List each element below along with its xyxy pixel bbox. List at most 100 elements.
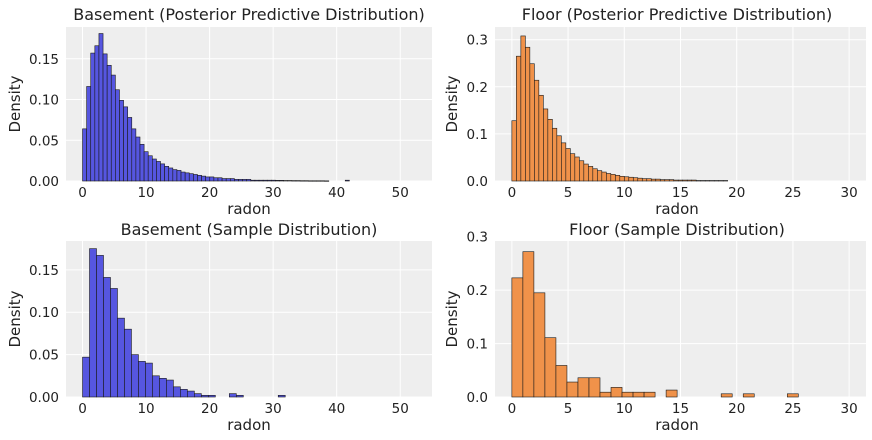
- histogram-bar: [221, 178, 227, 182]
- histogram-bar: [254, 179, 260, 182]
- x-tick-label: 50: [392, 185, 409, 201]
- histogram-bar: [229, 393, 237, 398]
- x-tick-label: 10: [616, 185, 633, 201]
- histogram-bar: [529, 63, 535, 182]
- x-tick-label: 5: [564, 401, 573, 417]
- y-tick-label: 0.05: [29, 133, 59, 149]
- histogram-bar: [193, 174, 198, 182]
- histogram-bar: [89, 248, 97, 398]
- y-axis-label: Density: [6, 290, 24, 347]
- y-tick-label: 0.2: [467, 80, 488, 96]
- x-tick-label: 15: [672, 401, 689, 417]
- histogram-bar: [511, 120, 517, 182]
- histogram-bar: [238, 179, 243, 182]
- histogram-bar: [173, 386, 181, 398]
- y-tick-label: 0.1: [467, 127, 488, 143]
- histogram-bar: [234, 179, 239, 182]
- histogram-bar: [588, 377, 601, 398]
- histogram-bar: [643, 391, 656, 398]
- histogram-bar: [180, 389, 188, 398]
- histogram-bar: [646, 178, 652, 182]
- histogram-bar: [194, 393, 202, 398]
- histogram-bar: [168, 167, 174, 182]
- histogram-bar: [201, 395, 209, 398]
- histogram-bar: [632, 177, 639, 182]
- histogram-bar: [543, 108, 549, 182]
- histogram-bar: [533, 292, 546, 398]
- x-tick-label: 40: [328, 185, 345, 201]
- x-tick-label: 10: [137, 401, 154, 417]
- histogram-bar: [119, 100, 124, 182]
- histogram-bar: [320, 180, 326, 182]
- histogram-bar: [187, 390, 195, 398]
- histogram-bar: [632, 391, 645, 398]
- x-tick-label: 0: [78, 185, 87, 201]
- y-tick-label: 0.05: [29, 348, 59, 364]
- histogram-bar: [628, 176, 634, 182]
- histogram-bar: [283, 180, 289, 182]
- subplot-title: Basement (Posterior Predictive Distribut…: [73, 5, 424, 24]
- histogram-bar: [143, 151, 149, 182]
- histogram-bar: [619, 175, 625, 182]
- histogram-bar: [242, 179, 248, 182]
- histogram-bar: [197, 174, 202, 182]
- x-tick-label: 25: [784, 185, 801, 201]
- histogram-bar: [704, 180, 711, 182]
- x-axis-label: radon: [655, 416, 699, 434]
- histogram-bar: [544, 337, 557, 398]
- histogram-bar: [570, 153, 576, 182]
- histogram-bar: [299, 180, 305, 182]
- histogram-bar: [577, 377, 590, 398]
- histogram-bar: [610, 387, 623, 398]
- histogram-bar: [588, 166, 594, 182]
- histogram-bar: [668, 179, 675, 182]
- x-axis-label: radon: [227, 416, 271, 434]
- histogram-bar: [742, 393, 755, 398]
- histogram-bar: [700, 180, 706, 182]
- histogram-bar: [201, 175, 206, 182]
- histogram-bar: [277, 395, 286, 398]
- histogram-bar: [565, 148, 571, 182]
- histogram-bar: [655, 178, 661, 182]
- histogram-bar: [691, 179, 697, 182]
- histogram-bar: [82, 128, 87, 182]
- histogram-bar: [312, 180, 317, 182]
- histogram-bar: [94, 45, 100, 182]
- subplot-3: 0 10 20 30 40 50 0.00 0.05 0.10 0.15 Basement (Sam…: [6, 220, 432, 434]
- subplot-title: Floor (Sample Distribution): [569, 220, 785, 239]
- subplot-title: Floor (Posterior Predictive Distribution…: [522, 5, 832, 24]
- histogram-bar: [102, 53, 108, 182]
- histogram-bar: [166, 379, 174, 398]
- histogram-bar: [324, 180, 330, 182]
- histogram-bar: [225, 178, 231, 182]
- histogram-bar: [291, 180, 297, 182]
- y-tick-label: 0.2: [467, 283, 488, 299]
- histogram-bar: [682, 179, 688, 182]
- histogram-bar: [534, 79, 540, 182]
- histogram-bar: [574, 156, 580, 182]
- histogram-bar: [709, 180, 715, 182]
- histogram-bar: [131, 354, 139, 398]
- histogram-bar: [110, 74, 116, 182]
- histogram-bar: [597, 170, 603, 182]
- histogram-bar: [303, 180, 309, 182]
- y-tick-label: 0.00: [29, 174, 59, 190]
- histogram-bar: [579, 160, 585, 182]
- histogram-bar: [555, 365, 568, 398]
- y-tick-label: 0.15: [29, 263, 59, 279]
- x-tick-label: 20: [728, 185, 745, 201]
- histogram-bar: [316, 180, 321, 182]
- histogram-bar: [599, 391, 612, 398]
- x-tick-label: 0: [508, 185, 517, 201]
- histogram-bar: [184, 172, 190, 182]
- y-tick-label: 0.3: [467, 33, 488, 49]
- histogram-bar: [127, 117, 133, 182]
- histogram-bar: [307, 180, 313, 182]
- histogram-bar: [271, 179, 276, 182]
- histogram-bar: [208, 395, 216, 398]
- histogram-bar: [621, 391, 634, 398]
- histogram-bar: [82, 356, 90, 398]
- histogram-bar: [160, 163, 165, 182]
- x-tick-label: 10: [616, 401, 633, 417]
